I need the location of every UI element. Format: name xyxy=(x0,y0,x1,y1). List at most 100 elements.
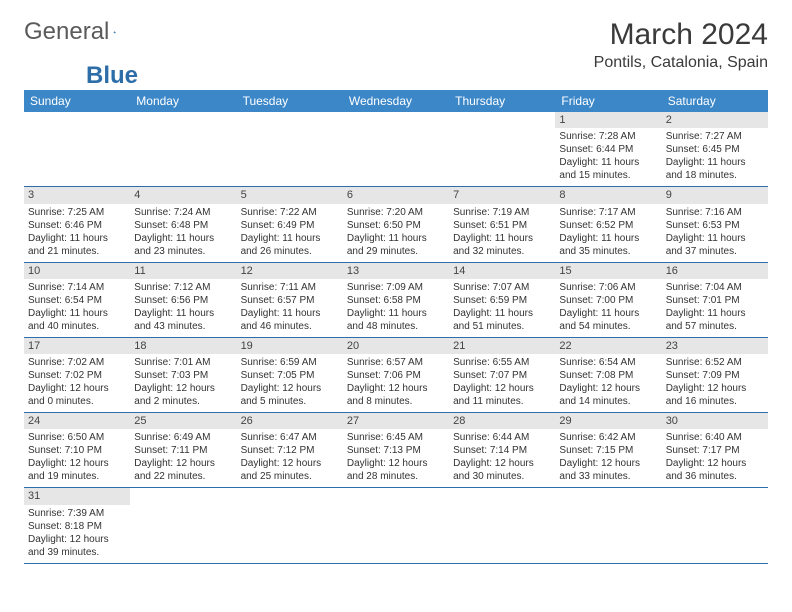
sunrise-line: Sunrise: 6:59 AM xyxy=(241,356,339,369)
weekday-header: Thursday xyxy=(449,90,555,112)
day-cell: 14Sunrise: 7:07 AMSunset: 6:59 PMDayligh… xyxy=(449,262,555,337)
sunrise-line: Sunrise: 7:39 AM xyxy=(28,507,126,520)
weekday-header-row: SundayMondayTuesdayWednesdayThursdayFrid… xyxy=(24,90,768,112)
weekday-header: Saturday xyxy=(662,90,768,112)
daylight-line: Daylight: 12 hours and 22 minutes. xyxy=(134,457,232,483)
day-number: 3 xyxy=(24,187,130,203)
sunrise-line: Sunrise: 7:09 AM xyxy=(347,281,445,294)
daylight-line: Daylight: 11 hours and 18 minutes. xyxy=(666,156,764,182)
sunset-line: Sunset: 6:52 PM xyxy=(559,219,657,232)
sunset-line: Sunset: 7:06 PM xyxy=(347,369,445,382)
empty-cell xyxy=(237,488,343,563)
sunset-line: Sunset: 7:10 PM xyxy=(28,444,126,457)
day-cell: 30Sunrise: 6:40 AMSunset: 7:17 PMDayligh… xyxy=(662,413,768,488)
sunset-line: Sunset: 7:01 PM xyxy=(666,294,764,307)
daylight-line: Daylight: 11 hours and 23 minutes. xyxy=(134,232,232,258)
weekday-header: Tuesday xyxy=(237,90,343,112)
day-number: 9 xyxy=(662,187,768,203)
calendar-body: 1Sunrise: 7:28 AMSunset: 6:44 PMDaylight… xyxy=(24,112,768,563)
day-number: 7 xyxy=(449,187,555,203)
daylight-line: Daylight: 11 hours and 43 minutes. xyxy=(134,307,232,333)
day-cell: 22Sunrise: 6:54 AMSunset: 7:08 PMDayligh… xyxy=(555,337,661,412)
sunset-line: Sunset: 7:15 PM xyxy=(559,444,657,457)
sunset-line: Sunset: 7:02 PM xyxy=(28,369,126,382)
sunset-line: Sunset: 6:57 PM xyxy=(241,294,339,307)
sunrise-line: Sunrise: 7:25 AM xyxy=(28,206,126,219)
day-cell: 2Sunrise: 7:27 AMSunset: 6:45 PMDaylight… xyxy=(662,112,768,187)
daylight-line: Daylight: 12 hours and 14 minutes. xyxy=(559,382,657,408)
empty-cell xyxy=(130,112,236,187)
sunrise-line: Sunrise: 7:17 AM xyxy=(559,206,657,219)
sunset-line: Sunset: 6:58 PM xyxy=(347,294,445,307)
weekday-header: Wednesday xyxy=(343,90,449,112)
day-number: 24 xyxy=(24,413,130,429)
day-cell: 25Sunrise: 6:49 AMSunset: 7:11 PMDayligh… xyxy=(130,413,236,488)
weekday-header: Friday xyxy=(555,90,661,112)
sunrise-line: Sunrise: 6:44 AM xyxy=(453,431,551,444)
empty-cell xyxy=(343,112,449,187)
daylight-line: Daylight: 12 hours and 16 minutes. xyxy=(666,382,764,408)
sunset-line: Sunset: 7:07 PM xyxy=(453,369,551,382)
daylight-line: Daylight: 11 hours and 51 minutes. xyxy=(453,307,551,333)
day-cell: 20Sunrise: 6:57 AMSunset: 7:06 PMDayligh… xyxy=(343,337,449,412)
day-number: 16 xyxy=(662,263,768,279)
logo-text-general: General xyxy=(24,18,109,46)
sunrise-line: Sunrise: 7:20 AM xyxy=(347,206,445,219)
day-number: 12 xyxy=(237,263,343,279)
day-cell: 12Sunrise: 7:11 AMSunset: 6:57 PMDayligh… xyxy=(237,262,343,337)
daylight-line: Daylight: 12 hours and 25 minutes. xyxy=(241,457,339,483)
day-cell: 5Sunrise: 7:22 AMSunset: 6:49 PMDaylight… xyxy=(237,187,343,262)
day-number: 31 xyxy=(24,488,130,504)
day-number: 4 xyxy=(130,187,236,203)
daylight-line: Daylight: 11 hours and 26 minutes. xyxy=(241,232,339,258)
sunrise-line: Sunrise: 6:47 AM xyxy=(241,431,339,444)
sunset-line: Sunset: 6:54 PM xyxy=(28,294,126,307)
empty-cell xyxy=(662,488,768,563)
day-cell: 16Sunrise: 7:04 AMSunset: 7:01 PMDayligh… xyxy=(662,262,768,337)
sail-icon xyxy=(113,23,116,41)
sunset-line: Sunset: 7:11 PM xyxy=(134,444,232,457)
daylight-line: Daylight: 11 hours and 29 minutes. xyxy=(347,232,445,258)
day-number: 19 xyxy=(237,338,343,354)
sunset-line: Sunset: 6:56 PM xyxy=(134,294,232,307)
day-number: 13 xyxy=(343,263,449,279)
day-cell: 26Sunrise: 6:47 AMSunset: 7:12 PMDayligh… xyxy=(237,413,343,488)
empty-cell xyxy=(237,112,343,187)
day-cell: 11Sunrise: 7:12 AMSunset: 6:56 PMDayligh… xyxy=(130,262,236,337)
daylight-line: Daylight: 12 hours and 36 minutes. xyxy=(666,457,764,483)
calendar-week-row: 17Sunrise: 7:02 AMSunset: 7:02 PMDayligh… xyxy=(24,337,768,412)
weekday-header: Sunday xyxy=(24,90,130,112)
daylight-line: Daylight: 12 hours and 33 minutes. xyxy=(559,457,657,483)
daylight-line: Daylight: 12 hours and 5 minutes. xyxy=(241,382,339,408)
day-cell: 13 Sunrise: 7:09 AMSunset: 6:58 PMDayligh… xyxy=(343,262,449,337)
sunrise-line: Sunrise: 7:14 AM xyxy=(28,281,126,294)
daylight-line: Daylight: 11 hours and 54 minutes. xyxy=(559,307,657,333)
day-cell: 10Sunrise: 7:14 AMSunset: 6:54 PMDayligh… xyxy=(24,262,130,337)
empty-cell xyxy=(24,112,130,187)
day-number: 5 xyxy=(237,187,343,203)
daylight-line: Daylight: 12 hours and 19 minutes. xyxy=(28,457,126,483)
sunrise-line: Sunrise: 6:55 AM xyxy=(453,356,551,369)
sunrise-line: Sunrise: 7:06 AM xyxy=(559,281,657,294)
calendar-week-row: 24Sunrise: 6:50 AMSunset: 7:10 PMDayligh… xyxy=(24,413,768,488)
sunset-line: Sunset: 7:03 PM xyxy=(134,369,232,382)
sunrise-line: Sunrise: 7:02 AM xyxy=(28,356,126,369)
day-cell: 21Sunrise: 6:55 AMSunset: 7:07 PMDayligh… xyxy=(449,337,555,412)
sunset-line: Sunset: 7:12 PM xyxy=(241,444,339,457)
sunrise-line: Sunrise: 7:16 AM xyxy=(666,206,764,219)
daylight-line: Daylight: 12 hours and 8 minutes. xyxy=(347,382,445,408)
day-cell: 1Sunrise: 7:28 AMSunset: 6:44 PMDaylight… xyxy=(555,112,661,187)
day-cell: 27Sunrise: 6:45 AMSunset: 7:13 PMDayligh… xyxy=(343,413,449,488)
sunrise-line: Sunrise: 7:04 AM xyxy=(666,281,764,294)
daylight-line: Daylight: 11 hours and 48 minutes. xyxy=(347,307,445,333)
month-title: March 2024 xyxy=(594,18,768,52)
day-number: 8 xyxy=(555,187,661,203)
sunrise-line: Sunrise: 6:50 AM xyxy=(28,431,126,444)
day-cell: 19Sunrise: 6:59 AMSunset: 7:05 PMDayligh… xyxy=(237,337,343,412)
calendar-week-row: 10Sunrise: 7:14 AMSunset: 6:54 PMDayligh… xyxy=(24,262,768,337)
sunrise-line: Sunrise: 6:49 AM xyxy=(134,431,232,444)
day-cell: 18Sunrise: 7:01 AMSunset: 7:03 PMDayligh… xyxy=(130,337,236,412)
sunrise-line: Sunrise: 7:07 AM xyxy=(453,281,551,294)
sunset-line: Sunset: 7:17 PM xyxy=(666,444,764,457)
sunset-line: Sunset: 6:46 PM xyxy=(28,219,126,232)
